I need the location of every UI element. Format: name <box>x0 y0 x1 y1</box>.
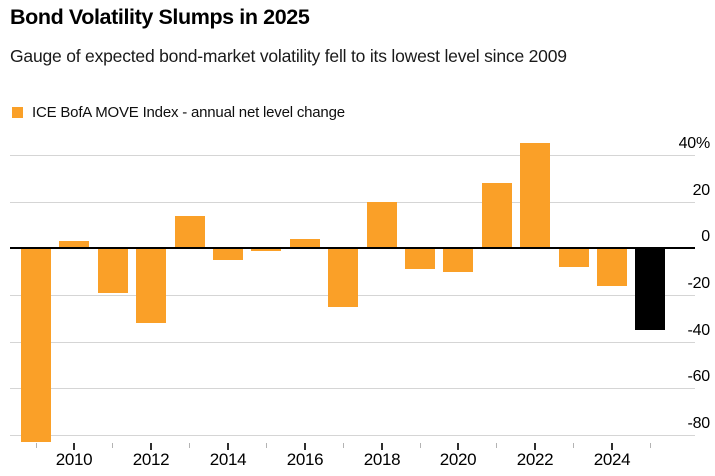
x-tick-2013 <box>189 443 190 448</box>
x-axis-label-2018: 2018 <box>363 450 401 469</box>
chart-subtitle: Gauge of expected bond-market volatility… <box>10 46 567 66</box>
y-gridline--40 <box>10 342 695 343</box>
bar-2011 <box>98 248 128 293</box>
legend-series-label: ICE BofA MOVE Index - annual net level c… <box>32 104 345 121</box>
bar-2025 <box>635 248 665 330</box>
bar-2024 <box>597 248 627 286</box>
y-axis-label-20: 20 <box>692 182 711 199</box>
y-gridline-40 <box>10 155 695 156</box>
x-tick-2019 <box>420 443 421 448</box>
x-tick-2009 <box>36 443 37 448</box>
x-tick-2012 <box>150 443 152 450</box>
y-axis-label-40: 40% <box>678 135 711 152</box>
bar-2009 <box>21 248 51 442</box>
x-tick-2015 <box>266 443 267 448</box>
bar-2018 <box>367 201 397 249</box>
x-tick-2020 <box>457 443 459 450</box>
y-axis-label--40: -40 <box>687 322 710 339</box>
x-axis-label-2020: 2020 <box>439 450 477 469</box>
x-tick-2016 <box>304 443 306 450</box>
bar-2019 <box>405 248 435 270</box>
x-tick-2025 <box>650 443 651 448</box>
bar-2022 <box>520 143 550 249</box>
legend: ICE BofA MOVE Index - annual net level c… <box>12 104 345 121</box>
bar-2013 <box>175 215 205 249</box>
x-tick-2011 <box>112 443 113 448</box>
bar-2023 <box>559 248 589 267</box>
x-axis-label-2016: 2016 <box>286 450 324 469</box>
chart-title: Bond Volatility Slumps in 2025 <box>10 5 310 29</box>
y-gridline--80 <box>10 435 695 436</box>
x-tick-2014 <box>227 443 229 450</box>
x-tick-2021 <box>496 443 497 448</box>
x-tick-2017 <box>343 443 344 448</box>
bar-2020 <box>443 248 473 272</box>
bar-2014 <box>213 248 243 260</box>
y-gridline--60 <box>10 388 695 389</box>
legend-swatch-icon <box>12 107 23 118</box>
zero-axis-line <box>10 247 695 249</box>
x-tick-2023 <box>573 443 574 448</box>
y-axis-label--60: -60 <box>687 368 710 385</box>
x-axis-label-2022: 2022 <box>516 450 554 469</box>
bar-2010 <box>59 241 89 249</box>
x-tick-2018 <box>381 443 383 450</box>
bar-2015 <box>251 248 281 251</box>
bar-2021 <box>482 183 512 249</box>
x-axis-label-2012: 2012 <box>132 450 170 469</box>
y-axis-label--20: -20 <box>687 275 710 292</box>
y-gridline-20 <box>10 202 695 203</box>
y-axis-label--80: -80 <box>687 415 710 432</box>
x-tick-2010 <box>73 443 75 450</box>
bar-2017 <box>328 248 358 307</box>
y-axis-label-0: 0 <box>701 228 710 245</box>
x-tick-2022 <box>534 443 536 450</box>
x-tick-2024 <box>611 443 613 450</box>
x-axis-label-2024: 2024 <box>593 450 631 469</box>
bar-2012 <box>136 248 166 323</box>
x-axis-label-2010: 2010 <box>55 450 93 469</box>
x-axis-label-2014: 2014 <box>209 450 247 469</box>
bar-2016 <box>290 239 320 249</box>
